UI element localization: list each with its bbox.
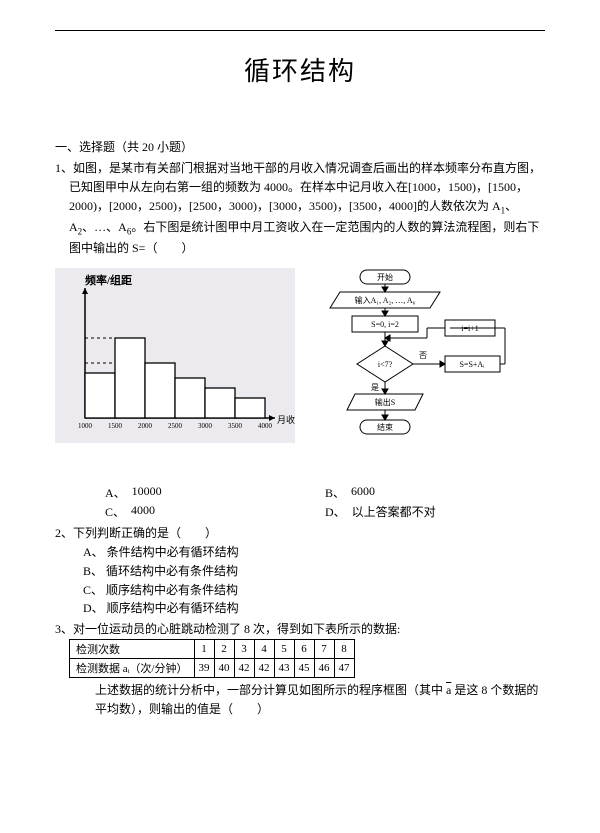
q1-num: 1、 — [55, 161, 73, 175]
fc-no: 否 — [419, 351, 427, 360]
hist-xlabel: 月收入（元） — [277, 414, 295, 425]
xtick-4: 3000 — [198, 422, 213, 430]
q2-opt-a: A、 条件结构中必有循环结构 — [83, 543, 545, 562]
xtick-6: 4000 — [258, 422, 273, 430]
fc-input: 输入A₁, A₂, …, A₆ — [355, 295, 416, 305]
fc-cond: i<7? — [378, 360, 393, 369]
fc-end: 结束 — [377, 422, 393, 432]
xtick-3: 2500 — [168, 422, 183, 430]
fc-out: 输出S — [375, 397, 395, 407]
fc-inc: i=i+1 — [461, 324, 478, 333]
q1-opt-d: D、以上答案都不对 — [325, 503, 545, 520]
histogram-figure: 频率/组距 — [55, 268, 295, 443]
table-row: 检测数据 aᵢ（次/分钟） 39 40 42 42 43 45 46 47 — [70, 658, 355, 677]
q1-opt-b: B、6000 — [325, 484, 545, 501]
th-r2: 检测数据 aᵢ（次/分钟） — [70, 658, 195, 677]
xtick-5: 3500 — [228, 422, 243, 430]
q2-options: A、 条件结构中必有循环结构 B、 循环结构中必有条件结构 C、 顺序结构中必有… — [55, 543, 545, 617]
q2-opt-c: C、 顺序结构中必有条件结构 — [83, 581, 545, 600]
q3-after-a: 上述数据的统计分析中，一部分计算见如图所示的程序框图（其中 — [95, 683, 446, 697]
q1-c: 、…、A — [82, 220, 127, 234]
figure-row: 频率/组距 — [55, 268, 545, 478]
hist-ylabel: 频率/组距 — [85, 273, 132, 287]
table-row: 检测次数 1 2 3 4 5 6 7 8 — [70, 639, 355, 658]
section-heading: 一、选择题（共 20 小题） — [55, 138, 545, 155]
fc-upds: S=S+Aᵢ — [459, 360, 485, 369]
q1-opt-a: A、10000 — [105, 484, 325, 501]
q3-num: 3、 — [55, 622, 73, 636]
q2-text: 2、下列判断正确的是（ ） — [55, 524, 545, 543]
xtick-1: 1500 — [108, 422, 123, 430]
q2-opt-d: D、 顺序结构中必有循环结构 — [83, 599, 545, 618]
fc-yes: 是 — [371, 383, 379, 392]
flowchart-figure: 开始 输入A₁, A₂, …, A₆ S=0, i=2 i<7? S=S+Aᵢ … — [305, 268, 510, 478]
xtick-2: 2000 — [138, 422, 153, 430]
q3-text: 3、对一位运动员的心脏跳动检测了 8 次，得到如下表所示的数据: — [55, 620, 545, 639]
q3-after: 上述数据的统计分析中，一部分计算见如图所示的程序框图（其中 a 是这 8 个数据… — [55, 681, 545, 719]
q2-stem: 下列判断正确的是（ ） — [73, 526, 217, 540]
q1-options: A、10000 B、6000 C、4000 D、以上答案都不对 — [55, 484, 545, 520]
q1-text: 1、如图，是某市有关部门根据对当地干部的月收入情况调查后画出的样本频率分布直方图… — [55, 159, 545, 258]
q3-table: 检测次数 1 2 3 4 5 6 7 8 检测数据 aᵢ（次/分钟） 39 40… — [69, 639, 355, 678]
page-title: 循环结构 — [55, 51, 545, 88]
fc-init: S=0, i=2 — [371, 320, 399, 329]
top-rule — [55, 30, 545, 31]
q2-num: 2、 — [55, 526, 73, 540]
q1-opt-c: C、4000 — [105, 503, 325, 520]
fc-start: 开始 — [377, 272, 393, 282]
q3-stem: 对一位运动员的心脏跳动检测了 8 次，得到如下表所示的数据: — [73, 622, 400, 636]
q1-a: 如图，是某市有关部门根据对当地干部的月收入情况调查后画出的样本频率分布直方图，已… — [69, 161, 541, 213]
q2-opt-b: B、 循环结构中必有条件结构 — [83, 562, 545, 581]
q1-d: 。右下图是统计图甲中月工资收入在一定范围内的人数的算法流程图，则右下图中输出的 … — [69, 220, 539, 255]
xtick-0: 1000 — [78, 422, 93, 430]
th-r1: 检测次数 — [70, 639, 195, 658]
